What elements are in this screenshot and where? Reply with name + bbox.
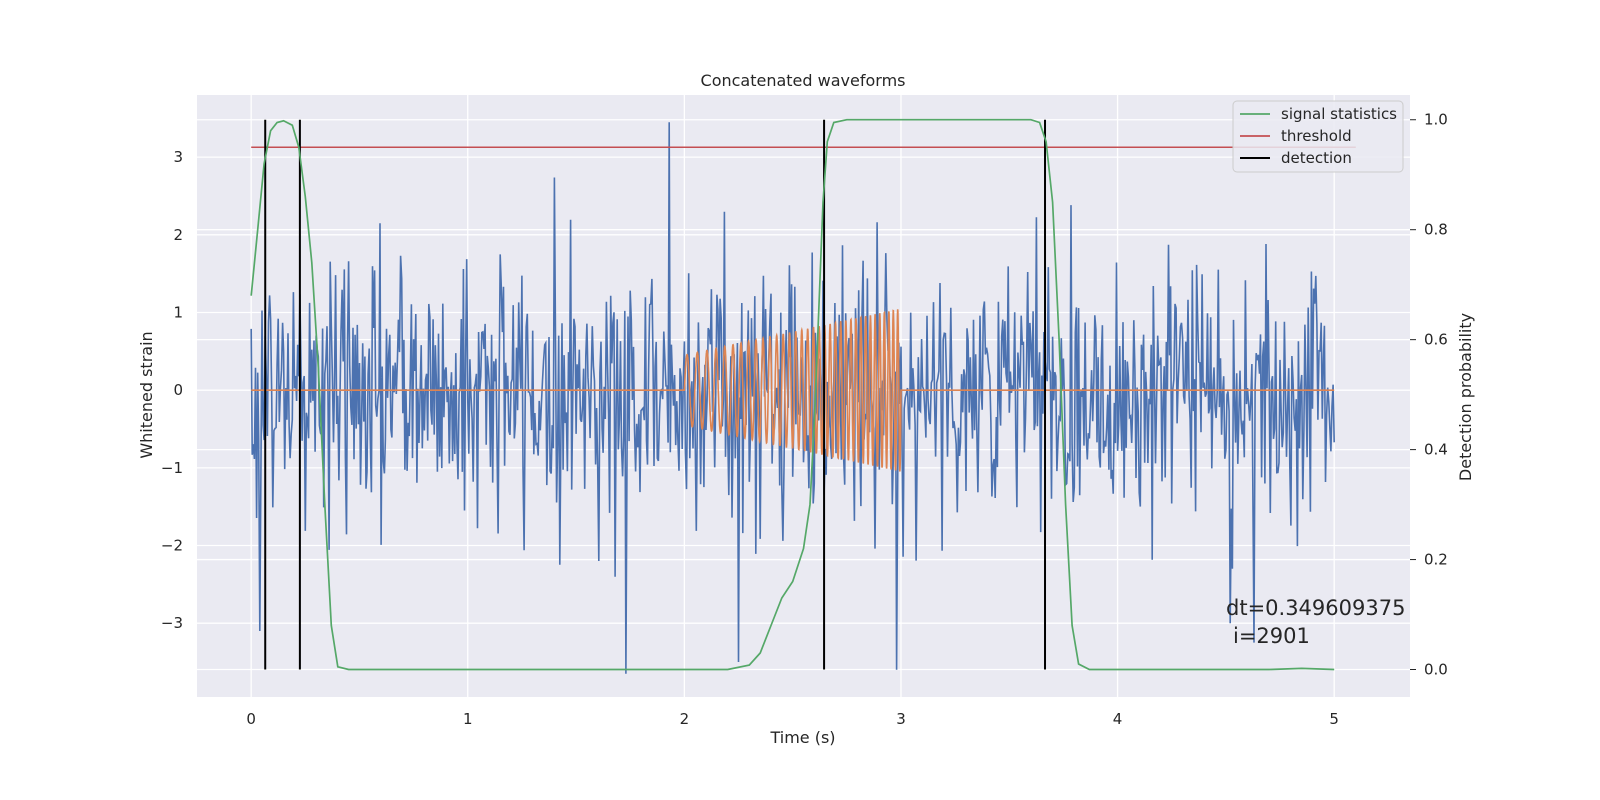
y2-axis-ticks: 1.0 0.8 0.6 0.4 0.2 0.0 <box>1410 111 1448 679</box>
x-tick-label: 5 <box>1329 710 1339 728</box>
annotation-dt: dt=0.349609375 <box>1226 596 1405 620</box>
y-tick-label: 3 <box>173 148 183 166</box>
x-axis-label: Time (s) <box>769 728 835 747</box>
y-tick-label: −1 <box>161 459 183 477</box>
detection-lines <box>264 119 1047 670</box>
y-tick-label: 1 <box>173 303 183 321</box>
y-tick-label: 2 <box>173 226 183 244</box>
y2-tick-label: 0.0 <box>1424 661 1448 679</box>
y-tick-label: −3 <box>161 614 183 632</box>
plot-series <box>250 118 1356 674</box>
y2-tick-label: 1.0 <box>1424 111 1448 129</box>
annotation-index: i=2901 <box>1233 624 1310 648</box>
strain-series-line <box>250 122 1335 674</box>
x-axis-ticks: 0 1 2 3 4 5 <box>246 710 1339 728</box>
y-axis-ticks: 3 2 1 0 −1 −2 −3 <box>161 148 183 632</box>
legend-box <box>1232 100 1404 173</box>
y-tick-label: 0 <box>173 381 183 399</box>
y2-axis-label: Detection probability <box>1456 313 1475 481</box>
legend: signal statistics threshold detection <box>1232 100 1404 173</box>
legend-label-detection: detection <box>1281 149 1352 167</box>
template-series-line <box>251 309 1335 472</box>
x-tick-label: 4 <box>1113 710 1123 728</box>
y-axis-label: Whitened strain <box>137 331 156 458</box>
legend-label-signal-statistics: signal statistics <box>1281 105 1397 123</box>
y2-tick-label: 0.2 <box>1424 551 1448 569</box>
x-tick-label: 0 <box>246 710 256 728</box>
y2-tick-label: 0.4 <box>1424 441 1448 459</box>
x-tick-label: 3 <box>896 710 906 728</box>
legend-label-threshold: threshold <box>1281 127 1352 145</box>
y2-tick-label: 0.8 <box>1424 221 1448 239</box>
x-tick-label: 2 <box>680 710 690 728</box>
y2-tick-label: 0.6 <box>1424 331 1448 349</box>
y-tick-label: −2 <box>161 537 183 555</box>
x-tick-label: 1 <box>463 710 473 728</box>
chart-title: Concatenated waveforms <box>701 71 906 90</box>
signal-statistics-line <box>250 118 1335 671</box>
